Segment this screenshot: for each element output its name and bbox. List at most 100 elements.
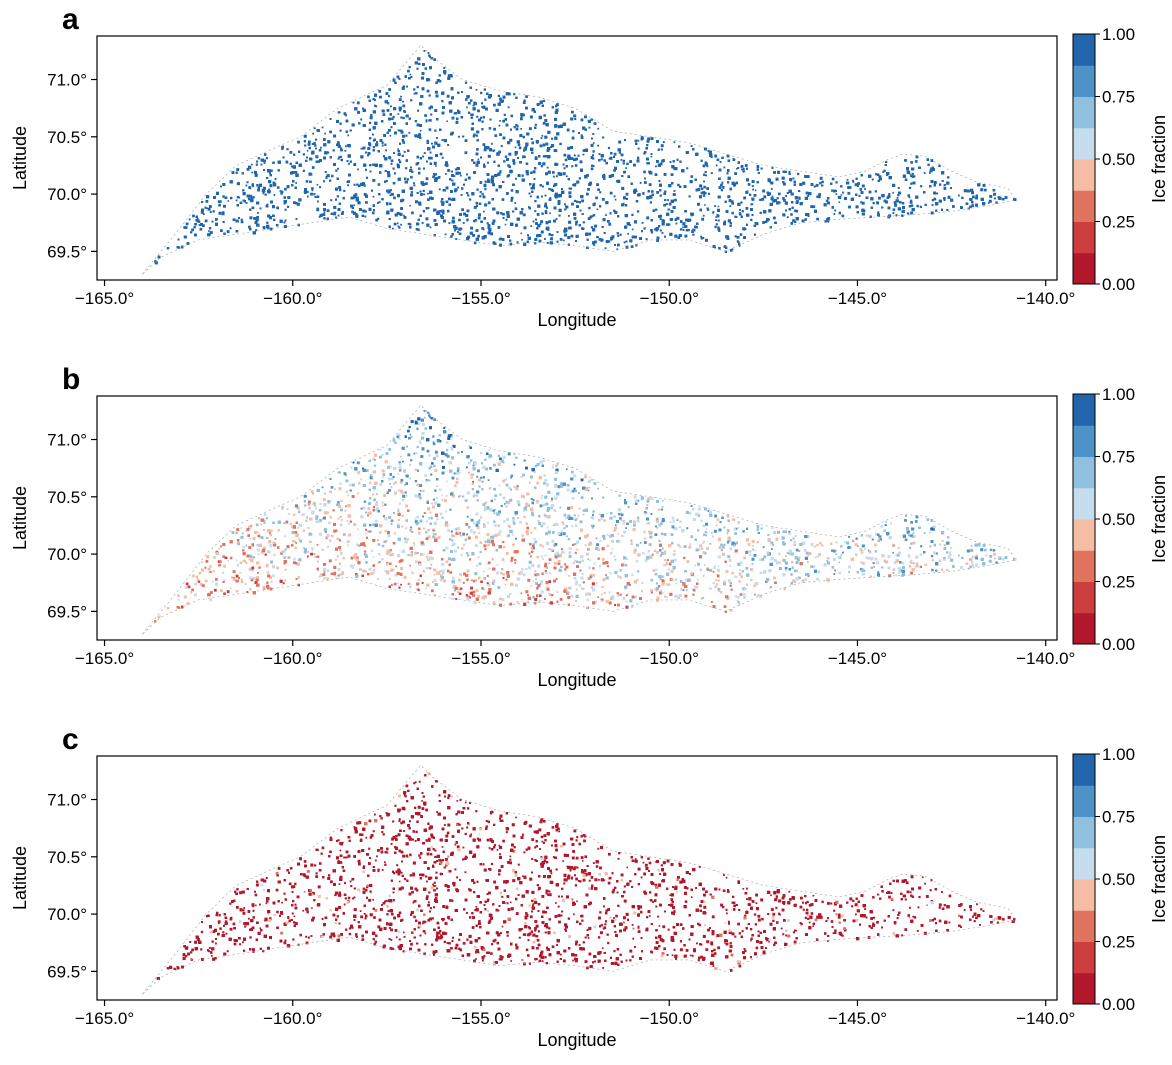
data-point [460, 115, 464, 119]
data-point [914, 160, 918, 163]
data-point [631, 228, 634, 231]
data-point [778, 192, 781, 196]
data-point [464, 81, 468, 84]
data-point [490, 142, 493, 145]
data-point [504, 155, 508, 158]
data-point [613, 209, 616, 212]
data-point [420, 76, 424, 80]
data-point [894, 203, 897, 207]
data-point [596, 208, 599, 211]
data-point [637, 139, 640, 142]
data-point [465, 98, 468, 101]
data-point [929, 169, 933, 173]
data-point [729, 205, 732, 207]
data-point [454, 188, 457, 191]
data-point [706, 165, 709, 168]
data-point [486, 222, 489, 225]
data-point [446, 120, 448, 123]
data-point [319, 186, 322, 189]
data-point [218, 211, 222, 215]
data-point [514, 146, 517, 149]
data-point [523, 226, 527, 230]
data-point [782, 197, 785, 200]
data-point [668, 223, 671, 226]
data-point [858, 194, 861, 197]
data-point [618, 151, 621, 154]
data-point [236, 196, 239, 199]
data-point [493, 127, 496, 131]
data-point [605, 240, 609, 244]
data-point [352, 211, 357, 215]
data-point [473, 205, 477, 209]
data-point [645, 147, 648, 150]
data-point [552, 175, 555, 178]
data-point [207, 207, 211, 211]
data-point [938, 183, 942, 186]
data-point [564, 158, 568, 162]
data-point [508, 152, 512, 156]
data-point [546, 166, 549, 169]
data-point [188, 218, 191, 221]
data-point [393, 196, 396, 200]
data-point [522, 155, 525, 159]
data-point [425, 177, 429, 181]
data-point [603, 159, 606, 162]
data-point [831, 177, 835, 181]
data-point [529, 195, 532, 198]
data-point [744, 164, 748, 167]
data-point [528, 127, 532, 131]
data-point [1002, 198, 1005, 201]
data-point [857, 182, 860, 186]
data-point [817, 195, 821, 199]
panel-a: −165.0° −160.0° −155.0° −150.0° −145.0° −140.… [0, 0, 1172, 340]
data-point [205, 207, 208, 210]
data-point [538, 103, 541, 105]
data-point [649, 201, 652, 204]
data-point [521, 238, 523, 241]
data-point [534, 210, 537, 213]
data-point [199, 227, 203, 231]
data-point [723, 166, 726, 169]
data-point [675, 222, 678, 225]
data-point [705, 238, 708, 242]
data-point [700, 237, 703, 240]
data-point [555, 175, 558, 178]
data-point [232, 218, 236, 222]
data-point [326, 174, 330, 178]
data-point [573, 158, 576, 162]
data-point [510, 189, 514, 192]
data-point [330, 199, 333, 202]
data-point [876, 201, 880, 205]
data-point [541, 212, 544, 215]
data-point [397, 129, 400, 132]
data-point [597, 127, 600, 130]
data-point [608, 174, 612, 178]
data-point [734, 215, 737, 218]
data-point [477, 158, 480, 161]
data-point [608, 240, 611, 243]
data-point [190, 231, 193, 234]
data-point [297, 140, 300, 144]
data-point [673, 190, 676, 192]
data-point [961, 196, 964, 200]
data-point [435, 81, 438, 85]
data-point [337, 157, 340, 160]
data-point [347, 162, 350, 165]
data-point [391, 192, 394, 196]
data-point [360, 147, 363, 150]
data-point [688, 195, 691, 198]
data-point [552, 171, 555, 174]
data-point [588, 206, 591, 210]
data-point [402, 141, 405, 144]
data-point [388, 156, 392, 160]
data-point [515, 123, 518, 127]
data-point [398, 129, 401, 132]
data-point [740, 165, 744, 168]
data-point [509, 239, 512, 242]
data-point [724, 200, 727, 203]
data-point [678, 145, 681, 148]
data-point [208, 227, 212, 230]
data-point [606, 220, 610, 223]
data-point [283, 225, 287, 228]
data-point [798, 197, 801, 200]
